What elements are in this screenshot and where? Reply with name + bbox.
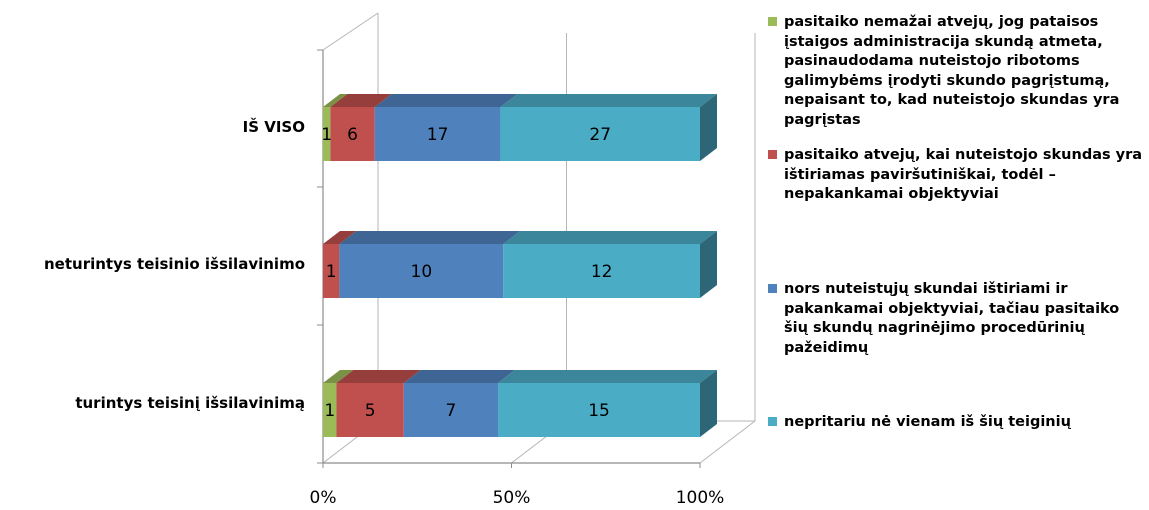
bar-segment	[374, 107, 501, 161]
data-label: 12	[591, 262, 613, 282]
data-label: 1	[326, 262, 337, 282]
bar-segment-side	[700, 231, 717, 298]
data-label: 15	[588, 401, 610, 421]
value-tick-label: 100%	[676, 488, 725, 508]
bar-segment	[503, 244, 700, 298]
stacked-bar-chart: 0% 50% 100% IŠ VISO neturintys teisinio išsi…	[44, 12, 756, 508]
data-label: 6	[347, 125, 358, 145]
legend-swatch	[768, 284, 777, 293]
bar-segment	[323, 383, 337, 437]
bar-segment-side	[700, 370, 717, 437]
bar-segment	[500, 107, 700, 161]
legend-label: nepritariu nė vienam iš šių teiginių	[784, 414, 1071, 430]
bar-segment-top	[498, 370, 717, 383]
data-label: 27	[589, 125, 611, 145]
chart-labels: 0% 50% 100% IŠ VISO neturintys teisinio išsi…	[44, 117, 724, 508]
value-tick-label: 0%	[310, 488, 337, 508]
bar-segment	[339, 244, 504, 298]
category-label: neturintys teisinio išsilavinimo	[44, 255, 305, 273]
data-label: 17	[427, 125, 449, 145]
legend-swatch	[768, 417, 777, 426]
legend-label: nors nuteistųjų skundai ištiriami ir pak…	[784, 281, 1120, 356]
bar-segment	[403, 383, 499, 437]
bar-segment-top	[323, 94, 348, 107]
bar-segment-top	[336, 370, 421, 383]
bar-segment-side	[700, 94, 717, 161]
bar-segment	[323, 107, 331, 161]
bar-segment-top	[339, 231, 521, 244]
category-label: turintys teisinį išsilavinimą	[75, 394, 305, 412]
back-wall-diagonal	[322, 12, 379, 51]
legend-swatch	[768, 17, 777, 26]
bar-segment-top	[500, 94, 717, 107]
bar-segment	[498, 383, 700, 437]
bar-segment-top	[323, 370, 354, 383]
bar-segment-top	[374, 94, 518, 107]
bar-segment-top	[330, 94, 392, 107]
bar-segment-top	[323, 231, 357, 244]
legend-label: pasitaiko atvejų, kai nuteistojo skundas…	[784, 147, 1143, 202]
bar-segment	[323, 244, 340, 298]
value-tick-label: 50%	[493, 488, 531, 508]
chart-bars	[323, 94, 717, 437]
legend-swatch	[768, 150, 777, 159]
data-label: 1	[321, 125, 332, 145]
data-label: 7	[445, 401, 456, 421]
legend-label: pasitaiko nemažai atvejų, jog pataisos į…	[784, 14, 1120, 128]
floor-gridline	[699, 420, 756, 464]
category-label: IŠ VISO	[243, 117, 305, 136]
bar-segment	[330, 107, 375, 161]
data-label: 5	[365, 401, 376, 421]
bar-segment-top	[503, 231, 717, 244]
bar-segment-top	[403, 370, 516, 383]
data-label: 1	[324, 401, 335, 421]
bar-segment	[336, 383, 404, 437]
data-label: 10	[411, 262, 433, 282]
